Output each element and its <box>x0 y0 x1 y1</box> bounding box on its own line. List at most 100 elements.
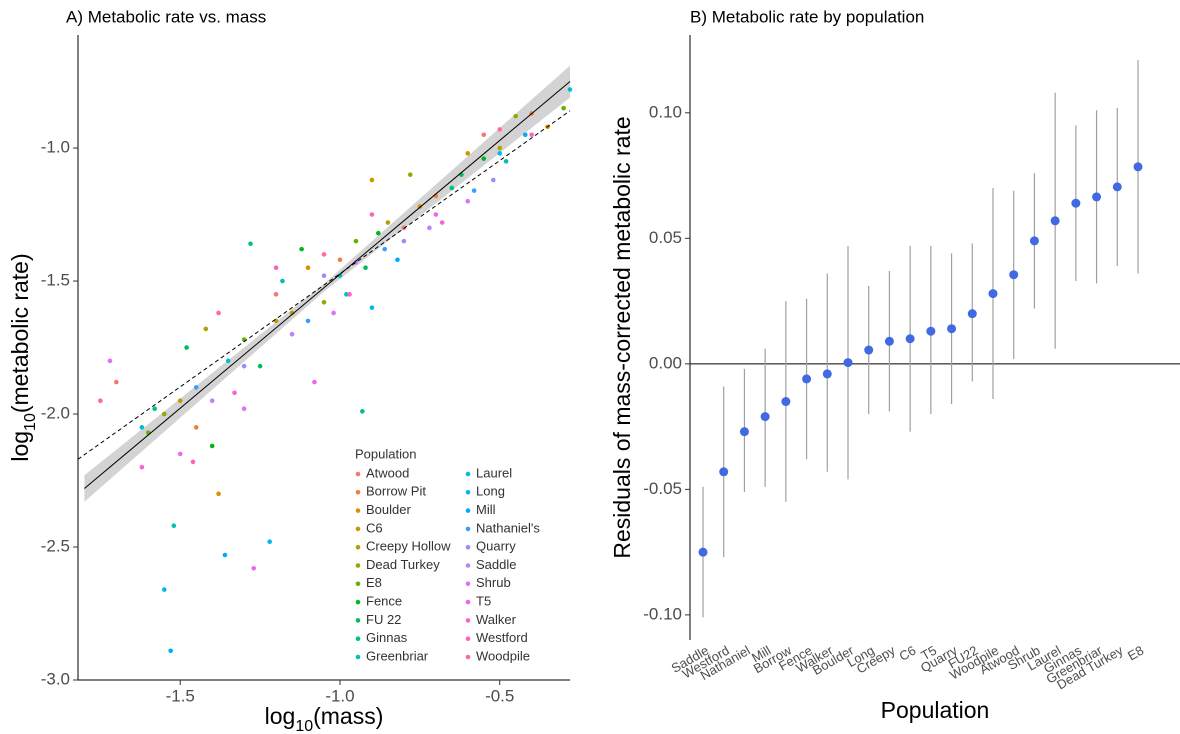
y-tick-label: 0.10 <box>649 102 682 121</box>
legend-marker <box>355 599 361 605</box>
point <box>1071 198 1081 208</box>
y-axis-title: log10(metabolic rate) <box>7 253 39 461</box>
data-point <box>216 310 221 316</box>
data-point <box>152 406 157 412</box>
data-point <box>347 292 352 297</box>
legend-marker <box>465 508 471 513</box>
legend-label: Atwood <box>366 465 409 480</box>
label-base: log <box>265 703 296 729</box>
point <box>760 412 770 422</box>
y-tick-label: -0.05 <box>643 479 682 498</box>
y-tick-label: 0.00 <box>649 353 682 372</box>
data-point <box>168 648 173 654</box>
legend-label: Shrub <box>476 575 511 590</box>
legend-marker <box>355 508 361 513</box>
data-point <box>280 278 285 284</box>
point <box>739 427 749 437</box>
legend-label: Dead Turkey <box>366 557 440 572</box>
point <box>1112 182 1122 192</box>
legend-marker <box>465 471 471 477</box>
point <box>719 467 729 477</box>
point <box>926 326 936 336</box>
data-point <box>209 443 215 449</box>
point <box>988 289 998 299</box>
legend-label: Fence <box>366 594 402 609</box>
label-rest: (mass) <box>313 703 383 729</box>
y-tick-label: -0.10 <box>643 604 682 623</box>
point <box>947 324 957 334</box>
data-point <box>241 363 247 369</box>
legend-label: Woodpile <box>476 648 530 663</box>
data-point <box>209 398 215 404</box>
data-point <box>344 292 349 297</box>
data-point <box>161 587 167 592</box>
legend-label: Boulder <box>366 502 411 517</box>
data-point <box>321 300 327 305</box>
data-point <box>273 292 279 297</box>
legend-marker <box>465 544 471 550</box>
y-axis-title: Residuals of mass-corrected metabolic ra… <box>609 116 635 558</box>
y-tick-label: 0.05 <box>649 228 682 247</box>
data-point <box>401 225 407 231</box>
data-point <box>363 265 368 271</box>
data-point <box>321 273 327 279</box>
point <box>781 397 791 407</box>
legend-marker <box>465 581 471 587</box>
data-point <box>481 156 487 161</box>
data-point <box>232 390 237 396</box>
data-point <box>216 491 221 497</box>
data-point <box>98 398 103 404</box>
data-point <box>497 127 503 132</box>
x-tick-label: E8 <box>1125 643 1146 664</box>
data-point <box>171 523 177 529</box>
point <box>1009 270 1019 280</box>
data-point <box>289 331 295 337</box>
point <box>864 345 874 355</box>
legend-marker <box>355 563 361 568</box>
x-axis-title: Population <box>881 697 990 723</box>
legend-marker <box>355 490 361 495</box>
data-point <box>190 459 196 465</box>
data-point <box>248 241 253 247</box>
point <box>1029 236 1039 246</box>
x-axis-title: log10(mass) <box>265 703 384 734</box>
x-tick-label: -0.5 <box>485 686 514 705</box>
data-point <box>481 132 487 138</box>
point <box>967 309 977 319</box>
legend-marker <box>355 471 361 477</box>
legend-label: Nathaniel's <box>476 520 540 535</box>
data-point <box>177 398 183 404</box>
data-point <box>465 151 471 156</box>
data-point <box>267 539 272 544</box>
label-base: log <box>7 431 33 462</box>
data-point <box>567 87 573 92</box>
data-point <box>184 345 189 350</box>
point <box>1133 162 1143 172</box>
data-point <box>449 185 455 191</box>
legend-title: Population <box>355 446 416 461</box>
legend-label: Walker <box>476 612 517 627</box>
legend-label: Westford <box>476 630 528 645</box>
legend-marker <box>355 654 361 660</box>
legend-label: Long <box>476 484 505 499</box>
data-point <box>369 212 375 217</box>
data-point <box>471 188 477 193</box>
point <box>905 334 915 344</box>
data-point <box>353 238 359 244</box>
legend-marker <box>465 636 471 641</box>
data-point <box>225 358 231 364</box>
legend-label: Laurel <box>476 465 512 480</box>
data-point <box>503 159 509 164</box>
legend-marker <box>465 618 471 623</box>
data-point <box>369 305 375 310</box>
legend-marker <box>465 490 471 495</box>
data-point <box>193 425 199 430</box>
data-point <box>305 265 311 271</box>
data-point <box>312 379 317 385</box>
data-point <box>427 225 432 231</box>
legend-label: T5 <box>476 594 491 609</box>
legend-label: Ginnas <box>366 630 408 645</box>
legend-marker <box>465 526 471 532</box>
data-point <box>273 318 279 324</box>
legend-label: Greenbriar <box>366 648 429 663</box>
